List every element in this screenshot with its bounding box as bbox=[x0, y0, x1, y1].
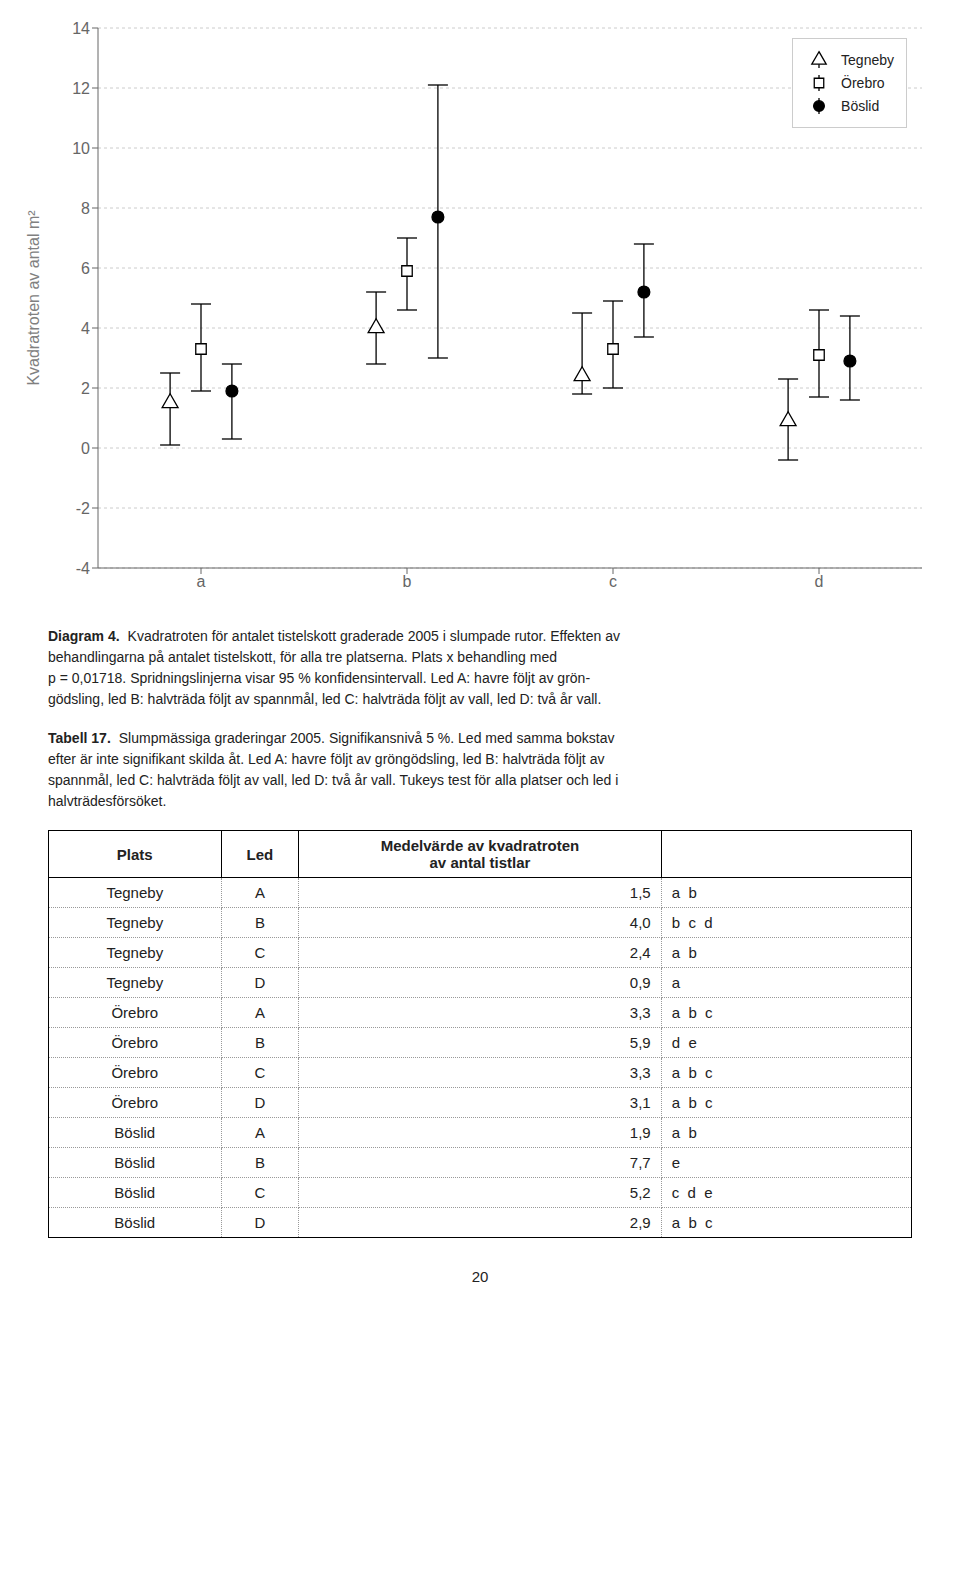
svg-text:4: 4 bbox=[81, 320, 90, 337]
svg-text:8: 8 bbox=[81, 200, 90, 217]
html-text:Böslid: Böslid bbox=[114, 1124, 156, 1141]
html-text:a b c: a b c bbox=[671, 1094, 713, 1111]
html-text:3,1: 3,1 bbox=[629, 1094, 651, 1111]
html-text:Böslid: Böslid bbox=[114, 1154, 156, 1171]
html-text:Örebro: Örebro bbox=[111, 1064, 159, 1081]
svg-text:0: 0 bbox=[81, 440, 90, 457]
html-text:a b: a b bbox=[671, 944, 697, 961]
html-text:Örebro: Örebro bbox=[841, 75, 885, 91]
html-text:halvträdesförsöket.: halvträdesförsöket. bbox=[48, 793, 167, 809]
html-text:Böslid: Böslid bbox=[114, 1214, 156, 1231]
html-text:3,3: 3,3 bbox=[629, 1004, 651, 1021]
html-text:b c d: b c d bbox=[671, 914, 713, 931]
html-text:A: A bbox=[254, 884, 265, 901]
html-text:p = 0,01718. Spridningslinjern: p = 0,01718. Spridningslinjerna visar 95… bbox=[48, 670, 590, 686]
html-text:C: C bbox=[254, 944, 266, 961]
html-text:A: A bbox=[254, 1004, 265, 1021]
html-text:B: B bbox=[254, 914, 265, 931]
html-text:a b: a b bbox=[671, 884, 697, 901]
svg-text:a: a bbox=[197, 573, 206, 590]
html-text:c d e: c d e bbox=[671, 1184, 713, 1201]
html-text:20: 20 bbox=[471, 1268, 489, 1285]
html-text:Led: Led bbox=[246, 845, 274, 863]
svg-text:b: b bbox=[403, 573, 412, 590]
svg-text:-2: -2 bbox=[76, 500, 90, 517]
html-text:C: C bbox=[254, 1184, 266, 1201]
html-text:Tegneby: Tegneby bbox=[106, 944, 164, 961]
html-text:gödsling, led B: halvträda föl: gödsling, led B: halvträda följt av span… bbox=[48, 691, 602, 707]
html-text:efter är inte signifikant skil: efter är inte signifikant skilda åt. Led… bbox=[48, 751, 605, 767]
svg-text:10: 10 bbox=[72, 140, 90, 157]
svg-text:d: d bbox=[815, 573, 824, 590]
svg-text:c: c bbox=[609, 573, 617, 590]
html-text:7,7: 7,7 bbox=[629, 1154, 651, 1171]
html-text:3,3: 3,3 bbox=[629, 1064, 651, 1081]
html-text:5,2: 5,2 bbox=[629, 1184, 651, 1201]
html-text:D: D bbox=[254, 974, 266, 991]
svg-text:Kvadratroten av antal m²: Kvadratroten av antal m² bbox=[25, 210, 42, 386]
html-text:Slumpmässiga graderingar 2005.: Slumpmässiga graderingar 2005. Signifika… bbox=[118, 730, 615, 746]
html-text:Tegneby: Tegneby bbox=[106, 884, 164, 901]
svg-text:-4: -4 bbox=[76, 560, 90, 577]
svg-text:14: 14 bbox=[72, 20, 90, 37]
html-text:Böslid: Böslid bbox=[114, 1184, 156, 1201]
html-text:a b c: a b c bbox=[671, 1004, 713, 1021]
html-text:Tegneby: Tegneby bbox=[106, 974, 164, 991]
html-text:D: D bbox=[254, 1094, 266, 1111]
html-text:Kvadratroten för antalet tiste: Kvadratroten för antalet tistelskott gra… bbox=[127, 628, 620, 644]
html-text:a b: a b bbox=[671, 1124, 697, 1141]
html-text:a b c: a b c bbox=[671, 1064, 713, 1081]
svg-text:6: 6 bbox=[81, 260, 90, 277]
html-text:Tabell 17.: Tabell 17. bbox=[48, 730, 111, 746]
html-text:D: D bbox=[254, 1214, 266, 1231]
html-text:Böslid: Böslid bbox=[841, 98, 880, 114]
html-text:Örebro: Örebro bbox=[111, 1004, 159, 1021]
html-text:4,0: 4,0 bbox=[629, 914, 651, 931]
html-text:a b c: a b c bbox=[671, 1214, 713, 1231]
html-text:A: A bbox=[254, 1124, 265, 1141]
html-text:5,9: 5,9 bbox=[629, 1034, 651, 1051]
html-text:behandlingarna på antalet tist: behandlingarna på antalet tistelskott, f… bbox=[48, 649, 557, 665]
html-text:d e: d e bbox=[671, 1034, 697, 1051]
html-text:Tegneby: Tegneby bbox=[106, 914, 164, 931]
html-text:0,9: 0,9 bbox=[629, 974, 651, 991]
html-text:B: B bbox=[254, 1034, 265, 1051]
html-text:2,9: 2,9 bbox=[629, 1214, 651, 1231]
html-text:2,4: 2,4 bbox=[629, 944, 651, 961]
html-text:1,5: 1,5 bbox=[629, 884, 651, 901]
html-text:spannmål, led C: halvträda föl: spannmål, led C: halvträda följt av vall… bbox=[48, 772, 619, 788]
html-text:Medelvärde av kvadratroten av: Medelvärde av kvadratroten av antal tist… bbox=[380, 837, 580, 871]
html-text:B: B bbox=[254, 1154, 265, 1171]
html-text:Örebro: Örebro bbox=[111, 1094, 159, 1111]
html-text:Diagram 4.: Diagram 4. bbox=[48, 628, 120, 644]
html-text:Tegneby: Tegneby bbox=[841, 52, 894, 68]
html-text:a: a bbox=[671, 974, 680, 991]
html-text:1,9: 1,9 bbox=[629, 1124, 651, 1141]
html-text:e: e bbox=[671, 1154, 680, 1171]
html-text:Örebro: Örebro bbox=[111, 1034, 159, 1051]
svg-text:2: 2 bbox=[81, 380, 90, 397]
html-text:Plats: Plats bbox=[116, 845, 153, 863]
svg-text:12: 12 bbox=[72, 80, 90, 97]
html-text:C: C bbox=[254, 1064, 266, 1081]
